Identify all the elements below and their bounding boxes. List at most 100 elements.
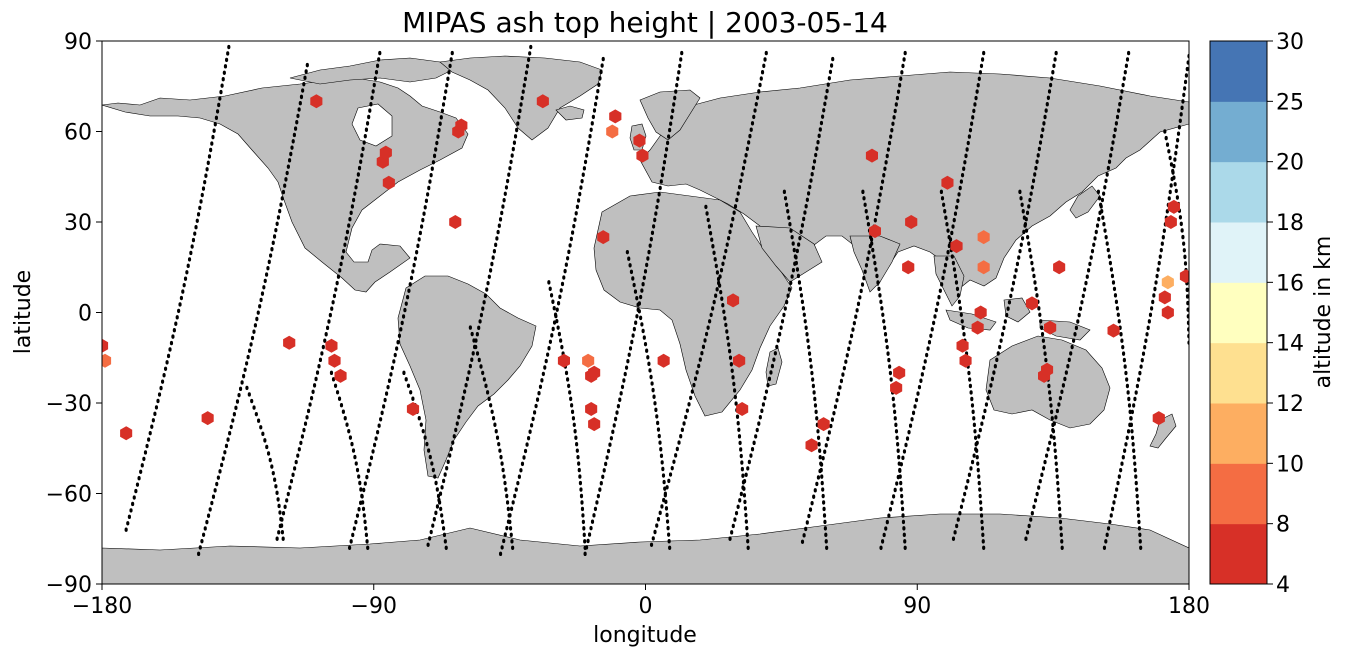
track-dot <box>849 333 854 339</box>
track-dot <box>294 459 298 465</box>
track-dot <box>513 493 517 499</box>
track-dot <box>519 468 523 473</box>
track-dot <box>238 386 243 392</box>
track-dot <box>651 224 656 229</box>
track-dot <box>348 217 352 222</box>
track-dot <box>789 228 793 233</box>
track-dot <box>668 545 672 550</box>
track-dot <box>649 237 653 242</box>
track-dot <box>301 88 305 93</box>
track-dot <box>525 63 530 69</box>
track-dot <box>978 493 982 499</box>
track-dot <box>916 391 920 396</box>
track-dot <box>705 211 709 216</box>
track-dot <box>497 441 501 447</box>
track-dot <box>411 269 415 274</box>
track-dot <box>580 506 585 512</box>
track-dot <box>1031 267 1035 272</box>
track-dot <box>816 475 821 480</box>
track-dot <box>766 383 770 388</box>
track-dot <box>1035 491 1039 497</box>
ash-point-marker <box>971 320 984 335</box>
track-dot <box>1050 76 1054 81</box>
track-dot <box>505 525 509 531</box>
track-dot <box>463 389 467 394</box>
track-dot <box>1057 402 1061 407</box>
track-dot <box>218 469 222 474</box>
track-dot <box>226 51 230 56</box>
track-dot <box>268 457 272 463</box>
track-dot <box>320 351 324 356</box>
track-dot <box>941 275 945 281</box>
track-dot <box>368 462 372 467</box>
track-dot <box>882 173 886 178</box>
track-dot <box>892 115 896 120</box>
track-dot <box>586 538 590 544</box>
track-dot <box>647 249 651 255</box>
track-dot <box>335 390 340 395</box>
track-dot <box>827 430 831 435</box>
track-dot <box>627 352 631 358</box>
track-dot <box>599 69 603 75</box>
track-dot <box>443 95 447 101</box>
track-dot <box>795 248 799 254</box>
track-dot <box>538 384 543 389</box>
track-dot <box>1181 234 1185 240</box>
track-dot <box>222 70 226 75</box>
track-dot <box>1067 357 1071 363</box>
track-dot <box>342 248 346 254</box>
track-dot <box>999 338 1003 343</box>
track-dot <box>174 321 178 326</box>
track-dot <box>645 262 649 268</box>
track-dot <box>971 115 975 120</box>
track-dot <box>755 95 760 100</box>
track-dot <box>996 351 1000 356</box>
track-dot <box>833 404 838 409</box>
track-dot <box>1048 440 1052 446</box>
track-dot <box>899 487 903 492</box>
track-dot <box>440 485 444 490</box>
track-dot <box>808 357 812 363</box>
ash-point-marker <box>633 133 646 148</box>
track-dot <box>254 411 258 417</box>
orbit-track <box>625 249 672 550</box>
track-dot <box>922 365 926 371</box>
track-dot <box>1126 390 1130 395</box>
colorbar-label: altitude in km <box>1311 236 1336 389</box>
track-dot <box>259 425 263 430</box>
track-dot <box>1030 510 1034 516</box>
track-dot <box>747 459 751 465</box>
track-dot <box>276 215 281 220</box>
track-dot <box>496 229 500 235</box>
track-dot <box>637 309 641 314</box>
orbit-track <box>329 370 370 550</box>
track-dot <box>163 366 168 372</box>
ash-point-marker <box>406 402 420 416</box>
track-dot <box>328 312 332 318</box>
track-dot <box>444 545 448 550</box>
track-dot <box>745 525 749 531</box>
track-dot <box>653 217 657 223</box>
track-dot <box>1090 248 1095 254</box>
track-dot <box>588 134 592 139</box>
track-dot <box>375 63 380 69</box>
track-dot <box>1028 247 1032 253</box>
track-dot <box>695 370 699 375</box>
track-dot <box>887 140 892 146</box>
track-dot <box>305 62 309 68</box>
track-dot <box>208 507 212 512</box>
track-dot <box>783 306 787 311</box>
track-dot <box>716 276 721 282</box>
track-dot <box>511 146 515 152</box>
track-dot <box>888 364 892 369</box>
track-dot <box>256 310 260 315</box>
map-panel <box>101 40 1190 585</box>
track-dot <box>674 453 678 458</box>
track-dot <box>1030 185 1034 190</box>
track-dot <box>205 519 209 525</box>
track-dot <box>668 472 673 477</box>
track-dot <box>484 383 488 389</box>
track-dot <box>1107 159 1112 164</box>
track-dot <box>800 299 805 305</box>
track-dot <box>896 89 901 94</box>
